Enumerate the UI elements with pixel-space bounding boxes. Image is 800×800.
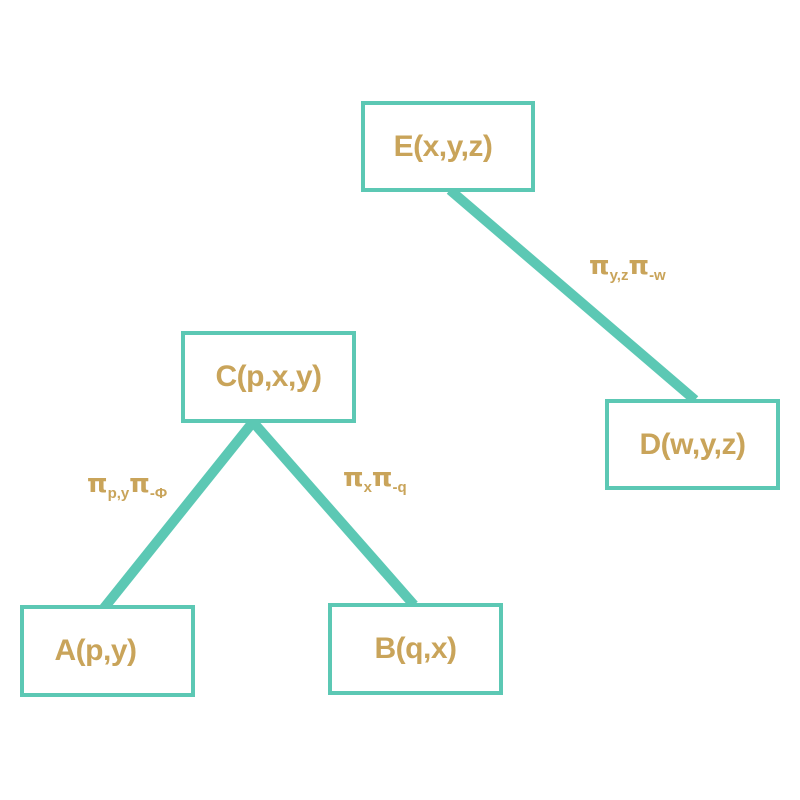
projection-subscript: -w: [649, 267, 666, 284]
node-d: D(w,y,z): [605, 399, 780, 490]
node-b-label: B(q,x): [374, 632, 458, 665]
projection-symbol: π: [87, 469, 108, 499]
edge-label-c-b: πxπ-q: [343, 462, 407, 496]
projection-subscript: -q: [392, 479, 407, 496]
edge-c-a: [100, 418, 257, 612]
projection-symbol: π: [343, 463, 364, 493]
edge-c-b: [249, 418, 418, 609]
node-b: B(q,x): [328, 603, 503, 695]
node-a: A(p,y): [20, 605, 195, 697]
projection-subscript: -Φ: [149, 485, 168, 502]
node-d-label: D(w,y,z): [639, 427, 747, 461]
projection-symbol: π: [589, 251, 610, 281]
edge-e-d: [446, 186, 699, 404]
projection-symbol: π: [129, 469, 150, 499]
projection-symbol: π: [628, 251, 650, 281]
node-e-label: E(x,y,z): [393, 129, 493, 163]
projection-subscript: p,y: [107, 485, 130, 502]
node-c-label: C(p,x,y): [215, 360, 322, 393]
node-a-label: A(p,y): [54, 634, 138, 667]
edge-label-e-d: πy,zπ-w: [589, 250, 666, 284]
edge-label-c-a: πp,yπ-Φ: [87, 468, 167, 502]
projection-symbol: π: [371, 463, 393, 493]
node-e: E(x,y,z): [361, 101, 535, 192]
projection-subscript: x: [363, 479, 372, 496]
projection-subscript: y,z: [609, 267, 629, 284]
node-c: C(p,x,y): [181, 331, 356, 423]
